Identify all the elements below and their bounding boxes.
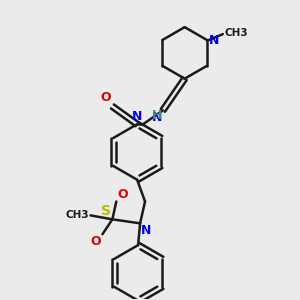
Text: H: H [152,109,162,122]
Text: O: O [91,235,101,248]
Text: N: N [209,34,219,46]
Text: S: S [101,204,111,218]
Text: O: O [101,92,111,104]
Text: N: N [152,111,162,124]
Text: N: N [132,110,142,123]
Text: CH3: CH3 [66,210,90,220]
Text: CH3: CH3 [225,28,248,38]
Text: O: O [117,188,128,200]
Text: N: N [141,224,152,237]
